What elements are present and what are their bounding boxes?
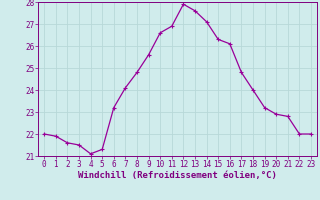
X-axis label: Windchill (Refroidissement éolien,°C): Windchill (Refroidissement éolien,°C) xyxy=(78,171,277,180)
